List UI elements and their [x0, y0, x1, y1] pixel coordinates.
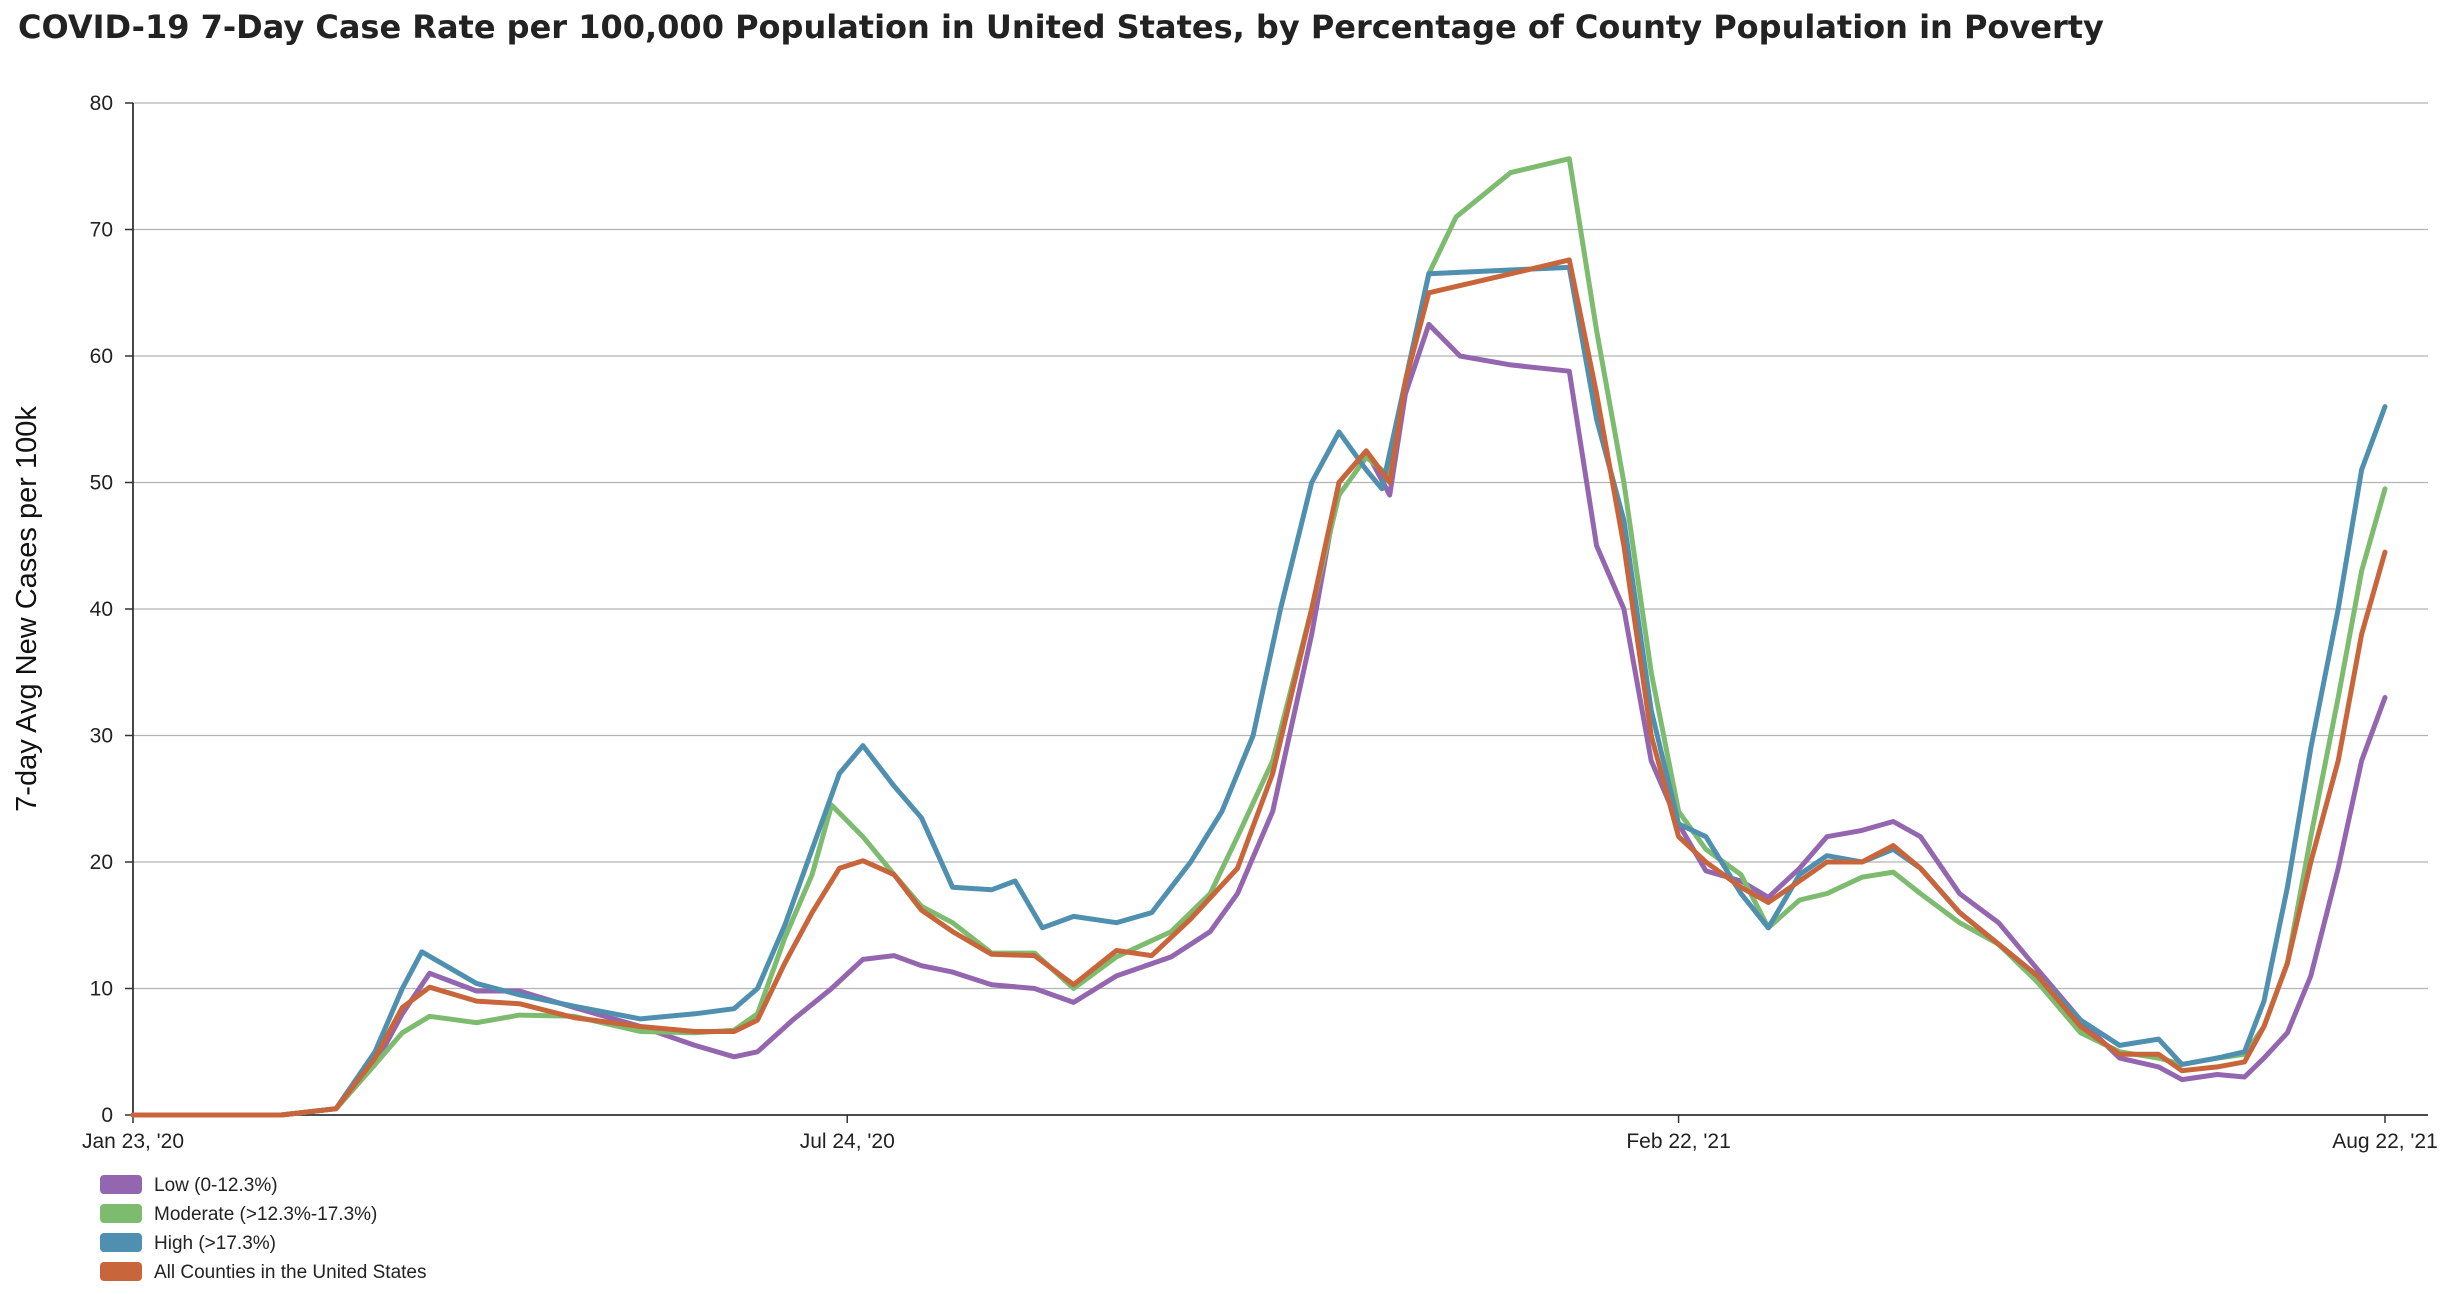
y-tick-label: 70 — [90, 219, 113, 242]
series-lines — [130, 156, 2388, 1118]
legend-label-3: All Counties in the United States — [154, 1262, 427, 1283]
y-tick-label: 10 — [90, 978, 113, 1001]
x-tick-label: Feb 22, '21 — [1626, 1130, 1730, 1153]
y-tick-label: 30 — [90, 725, 113, 748]
y-axis-title: 7-day Avg New Cases per 100k — [11, 406, 43, 812]
y-tick-label: 40 — [90, 598, 113, 621]
axes: 0 10 20 30 40 50 60 70 80 Jan 23, '20 Jul 24, '20 F… — [11, 92, 2438, 1153]
series-line-1 — [130, 156, 2388, 1118]
legend-label-1: Moderate (>12.3%-17.3%) — [154, 1204, 377, 1225]
legend-swatch-1 — [100, 1204, 142, 1223]
y-tick-label: 60 — [90, 345, 113, 368]
legend-swatch-2 — [100, 1233, 142, 1252]
legend: Low (0-12.3%) Moderate (>12.3%-17.3%) High… — [100, 1175, 427, 1283]
series-line-3 — [130, 257, 2388, 1118]
legend-swatch-3 — [100, 1262, 142, 1281]
legend-label-0: Low (0-12.3%) — [154, 1175, 278, 1196]
y-tick-label: 50 — [90, 472, 113, 495]
y-tick-label: 80 — [90, 92, 113, 115]
x-tick-label: Jul 24, '20 — [800, 1130, 895, 1153]
chart-title: COVID-19 7-Day Case Rate per 100,000 Pop… — [18, 8, 2104, 46]
gridlines — [133, 102, 2428, 990]
y-tick-label: 20 — [90, 851, 113, 874]
x-tick-label: Jan 23, '20 — [82, 1130, 184, 1153]
series-line-2 — [130, 264, 2388, 1118]
legend-swatch-0 — [100, 1175, 142, 1194]
y-tick-label: 0 — [101, 1104, 113, 1127]
legend-label-2: High (>17.3%) — [154, 1233, 276, 1254]
x-tick-label: Aug 22, '21 — [2332, 1130, 2438, 1153]
